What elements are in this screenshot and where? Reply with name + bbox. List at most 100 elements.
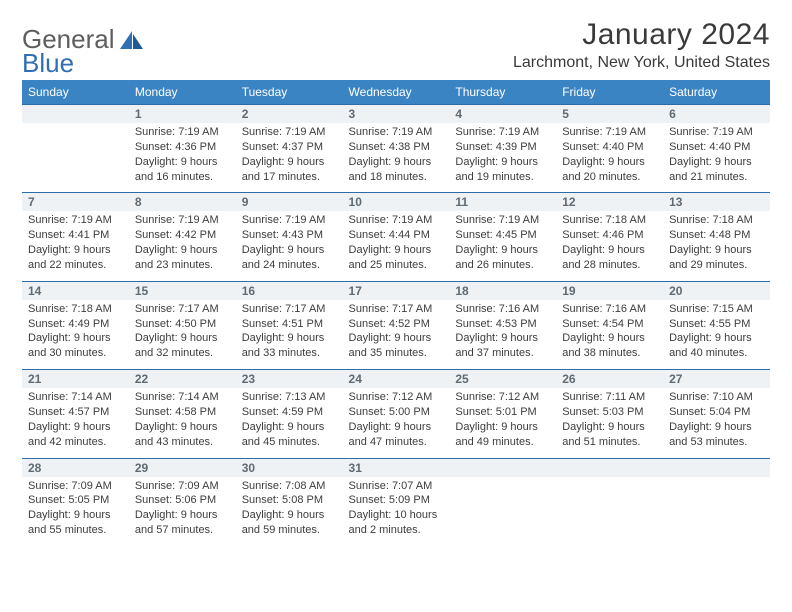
calendar-day-cell: 8Sunrise: 7:19 AMSunset: 4:42 PMDaylight… — [129, 192, 236, 280]
sunset-text: Sunset: 4:42 PM — [135, 228, 230, 243]
day-info: Sunrise: 7:19 AMSunset: 4:40 PMDaylight:… — [663, 123, 770, 192]
calendar-day-cell: 29Sunrise: 7:09 AMSunset: 5:06 PMDayligh… — [129, 458, 236, 546]
sunrise-text: Sunrise: 7:19 AM — [455, 213, 550, 228]
sunset-text: Sunset: 4:41 PM — [28, 228, 123, 243]
day-info: Sunrise: 7:18 AMSunset: 4:49 PMDaylight:… — [22, 300, 129, 369]
calendar-day-cell: 16Sunrise: 7:17 AMSunset: 4:51 PMDayligh… — [236, 281, 343, 369]
day-number: 21 — [22, 369, 129, 388]
daylight-text-2: and 22 minutes. — [28, 258, 123, 273]
calendar-day-cell: 1Sunrise: 7:19 AMSunset: 4:36 PMDaylight… — [129, 104, 236, 192]
calendar-body: 1Sunrise: 7:19 AMSunset: 4:36 PMDaylight… — [22, 104, 770, 546]
daylight-text-2: and 26 minutes. — [455, 258, 550, 273]
daylight-text-1: Daylight: 9 hours — [28, 508, 123, 523]
calendar-day-cell: 20Sunrise: 7:15 AMSunset: 4:55 PMDayligh… — [663, 281, 770, 369]
day-number: 13 — [663, 192, 770, 211]
day-number-empty — [449, 458, 556, 477]
day-info: Sunrise: 7:12 AMSunset: 5:00 PMDaylight:… — [343, 388, 450, 457]
calendar-table: SundayMondayTuesdayWednesdayThursdayFrid… — [22, 80, 770, 546]
day-number: 5 — [556, 104, 663, 123]
day-info-empty — [449, 477, 556, 502]
weekday-header: Thursday — [449, 80, 556, 104]
sunrise-text: Sunrise: 7:09 AM — [135, 479, 230, 494]
day-info: Sunrise: 7:16 AMSunset: 4:54 PMDaylight:… — [556, 300, 663, 369]
sunrise-text: Sunrise: 7:13 AM — [242, 390, 337, 405]
sunset-text: Sunset: 5:08 PM — [242, 493, 337, 508]
daylight-text-1: Daylight: 9 hours — [455, 155, 550, 170]
calendar-day-cell: 13Sunrise: 7:18 AMSunset: 4:48 PMDayligh… — [663, 192, 770, 280]
day-number: 25 — [449, 369, 556, 388]
calendar-page: General January 2024 Larchmont, New York… — [0, 0, 792, 546]
day-number: 31 — [343, 458, 450, 477]
day-info: Sunrise: 7:19 AMSunset: 4:42 PMDaylight:… — [129, 211, 236, 280]
daylight-text-2: and 53 minutes. — [669, 435, 764, 450]
daylight-text-1: Daylight: 9 hours — [562, 331, 657, 346]
daylight-text-1: Daylight: 9 hours — [135, 243, 230, 258]
sunset-text: Sunset: 4:51 PM — [242, 317, 337, 332]
day-number: 24 — [343, 369, 450, 388]
day-number-empty — [22, 104, 129, 123]
daylight-text-1: Daylight: 9 hours — [562, 243, 657, 258]
calendar-day-cell — [449, 458, 556, 546]
day-number: 6 — [663, 104, 770, 123]
sunrise-text: Sunrise: 7:19 AM — [242, 213, 337, 228]
calendar-day-cell: 27Sunrise: 7:10 AMSunset: 5:04 PMDayligh… — [663, 369, 770, 457]
daylight-text-2: and 17 minutes. — [242, 170, 337, 185]
sunset-text: Sunset: 5:00 PM — [349, 405, 444, 420]
daylight-text-2: and 57 minutes. — [135, 523, 230, 538]
day-number: 12 — [556, 192, 663, 211]
sunset-text: Sunset: 4:46 PM — [562, 228, 657, 243]
daylight-text-1: Daylight: 9 hours — [28, 331, 123, 346]
daylight-text-1: Daylight: 9 hours — [455, 243, 550, 258]
daylight-text-2: and 32 minutes. — [135, 346, 230, 361]
sunrise-text: Sunrise: 7:19 AM — [28, 213, 123, 228]
daylight-text-1: Daylight: 9 hours — [242, 331, 337, 346]
daylight-text-1: Daylight: 9 hours — [135, 155, 230, 170]
sunset-text: Sunset: 4:44 PM — [349, 228, 444, 243]
day-number: 20 — [663, 281, 770, 300]
day-info: Sunrise: 7:18 AMSunset: 4:48 PMDaylight:… — [663, 211, 770, 280]
daylight-text-1: Daylight: 9 hours — [669, 155, 764, 170]
daylight-text-2: and 55 minutes. — [28, 523, 123, 538]
calendar-day-cell: 2Sunrise: 7:19 AMSunset: 4:37 PMDaylight… — [236, 104, 343, 192]
day-info: Sunrise: 7:19 AMSunset: 4:41 PMDaylight:… — [22, 211, 129, 280]
daylight-text-1: Daylight: 9 hours — [669, 243, 764, 258]
location-text: Larchmont, New York, United States — [513, 54, 770, 72]
sunrise-text: Sunrise: 7:19 AM — [455, 125, 550, 140]
calendar-day-cell: 14Sunrise: 7:18 AMSunset: 4:49 PMDayligh… — [22, 281, 129, 369]
day-info: Sunrise: 7:12 AMSunset: 5:01 PMDaylight:… — [449, 388, 556, 457]
day-info: Sunrise: 7:19 AMSunset: 4:40 PMDaylight:… — [556, 123, 663, 192]
sunset-text: Sunset: 4:48 PM — [669, 228, 764, 243]
daylight-text-1: Daylight: 9 hours — [349, 420, 444, 435]
daylight-text-2: and 23 minutes. — [135, 258, 230, 273]
day-info: Sunrise: 7:19 AMSunset: 4:36 PMDaylight:… — [129, 123, 236, 192]
sunset-text: Sunset: 4:58 PM — [135, 405, 230, 420]
daylight-text-1: Daylight: 9 hours — [135, 331, 230, 346]
weekday-header: Wednesday — [343, 80, 450, 104]
weekday-header: Friday — [556, 80, 663, 104]
daylight-text-1: Daylight: 9 hours — [28, 243, 123, 258]
day-number: 9 — [236, 192, 343, 211]
sunrise-text: Sunrise: 7:19 AM — [562, 125, 657, 140]
day-number: 18 — [449, 281, 556, 300]
sunrise-text: Sunrise: 7:17 AM — [349, 302, 444, 317]
daylight-text-2: and 21 minutes. — [669, 170, 764, 185]
calendar-week-row: 14Sunrise: 7:18 AMSunset: 4:49 PMDayligh… — [22, 281, 770, 369]
sunrise-text: Sunrise: 7:11 AM — [562, 390, 657, 405]
daylight-text-2: and 59 minutes. — [242, 523, 337, 538]
daylight-text-2: and 51 minutes. — [562, 435, 657, 450]
calendar-day-cell: 6Sunrise: 7:19 AMSunset: 4:40 PMDaylight… — [663, 104, 770, 192]
daylight-text-2: and 25 minutes. — [349, 258, 444, 273]
sunrise-text: Sunrise: 7:12 AM — [349, 390, 444, 405]
day-info-empty — [22, 123, 129, 148]
day-number: 7 — [22, 192, 129, 211]
day-info: Sunrise: 7:19 AMSunset: 4:45 PMDaylight:… — [449, 211, 556, 280]
calendar-day-cell: 19Sunrise: 7:16 AMSunset: 4:54 PMDayligh… — [556, 281, 663, 369]
sunrise-text: Sunrise: 7:16 AM — [455, 302, 550, 317]
weekday-header: Monday — [129, 80, 236, 104]
daylight-text-2: and 43 minutes. — [135, 435, 230, 450]
calendar-day-cell: 21Sunrise: 7:14 AMSunset: 4:57 PMDayligh… — [22, 369, 129, 457]
day-number: 19 — [556, 281, 663, 300]
sunset-text: Sunset: 4:54 PM — [562, 317, 657, 332]
day-number: 17 — [343, 281, 450, 300]
sunrise-text: Sunrise: 7:17 AM — [135, 302, 230, 317]
